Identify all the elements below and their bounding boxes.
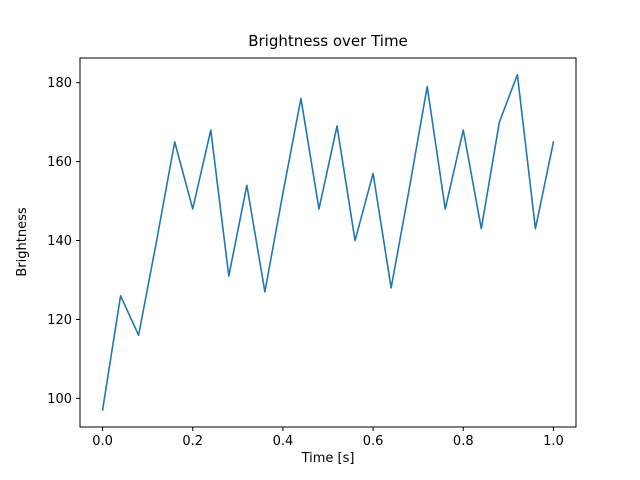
chart-dynamic-layer: 0.0 0.2 0.4 0.6 0.8 1.0 100 120 140 160 180	[47, 73, 564, 449]
x-tick-label: 0.6	[363, 434, 384, 449]
axes-frame	[79, 57, 577, 428]
x-axis-label: Time [s]	[301, 451, 355, 466]
data-line-series	[101, 73, 555, 412]
y-tick-label: 180	[47, 76, 72, 91]
x-tick-label: 0.8	[453, 434, 474, 449]
chart-title: Brightness over Time	[248, 32, 408, 50]
plot-area	[80, 58, 576, 427]
x-tick-label: 1.0	[543, 434, 564, 449]
x-tick-label: 0.2	[182, 434, 203, 449]
y-tick-label: 140	[47, 234, 72, 249]
x-tick-label: 0.0	[92, 434, 113, 449]
y-tick-label: 100	[47, 392, 72, 407]
x-tick-label: 0.4	[273, 434, 294, 449]
y-tick-label: 160	[47, 155, 72, 170]
y-tick-label: 120	[47, 313, 72, 328]
y-axis-label: Brightness	[15, 207, 30, 276]
